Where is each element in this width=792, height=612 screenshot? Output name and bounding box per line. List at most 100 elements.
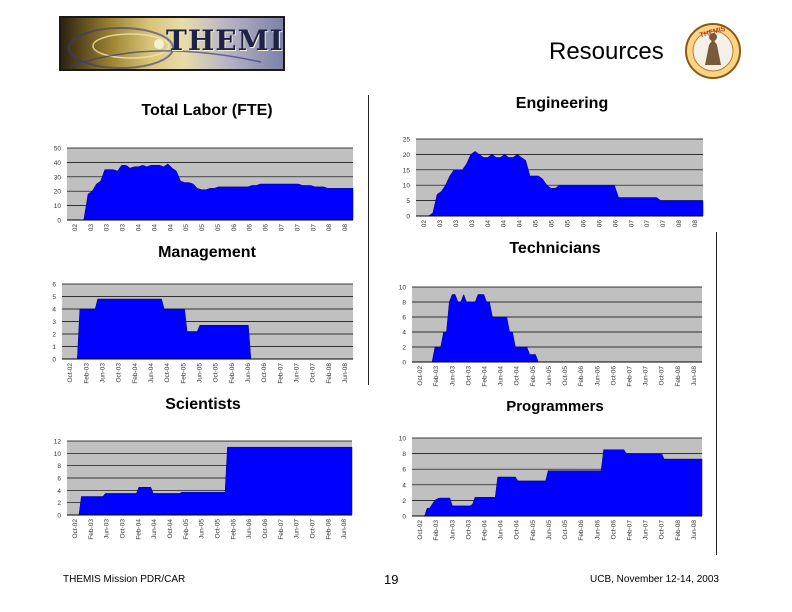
total-labor-x-tick-label: 04 [167,224,174,232]
scientists-y-tick-label: 2 [57,500,61,507]
scientists-x-tick-label: Feb-08 [325,519,332,540]
technicians-x-tick-label: Jun-03 [449,366,456,386]
management-x-tick-label: Oct-07 [310,363,317,383]
technicians-y-tick-label: 0 [402,360,406,367]
total-labor-x-tick-label: 05 [199,224,206,232]
management-x-tick-label: Jun-05 [196,363,203,383]
management-y-tick-label: 2 [52,332,56,339]
total-labor-y-tick-label: 40 [54,160,62,167]
engineering-x-tick-label: 03 [437,220,444,228]
engineering-y-tick-label: 0 [406,214,410,221]
engineering-title: Engineering [516,95,608,112]
total-labor-x-tick-label: 02 [72,224,79,232]
scientists-x-tick-label: Feb-05 [183,519,190,540]
technicians-x-tick-label: Feb-08 [675,366,682,387]
technicians-chart: Technicians 0 2 4 6 8 10 Oct-02 Feb-03 Jun-03 Oct-… [399,240,702,387]
programmers-x-tick-label: Feb-05 [530,520,537,541]
programmers-x-tick-label: Feb-04 [482,520,489,541]
engineering-x-tick-label: 03 [469,220,476,228]
scientists-x-tick-label: Jun-03 [104,519,111,539]
total-labor-x-tick-label: 08 [342,224,349,232]
scientists-x-tick-label: Feb-04 [135,519,142,540]
technicians-y-tick-label: 8 [402,300,406,307]
technicians-x-tick-label: Oct-04 [514,366,521,386]
scientists-x-tick-label: Feb-06 [230,519,237,540]
footer-mission: THEMIS Mission PDR/CAR [63,574,186,585]
scientists-x-tick-label: Jun-05 [199,519,206,539]
scientists-x-tick-label: Jun-04 [151,519,158,539]
programmers-x-tick-label: Feb-06 [578,520,585,541]
technicians-x-tick-label: Feb-06 [578,366,585,387]
management-x-tick-label: Jun-08 [342,363,349,383]
management-y-tick-label: 5 [52,294,56,301]
programmers-y-tick-label: 10 [399,436,407,443]
programmers-y-tick-label: 4 [402,482,406,489]
scientists-x-tick-label: Oct-07 [309,519,316,539]
technicians-x-tick-label: Oct-02 [417,366,424,386]
programmers-y-tick-label: 8 [402,451,406,458]
engineering-x-tick-label: 04 [485,220,492,228]
total-labor-x-tick-label: 07 [310,224,317,232]
total-labor-y-tick-label: 30 [54,174,62,181]
engineering-x-tick-label: 04 [517,220,524,228]
total-labor-y-tick-label: 50 [54,146,62,153]
engineering-x-tick-label: 02 [421,220,428,228]
programmers-chart: Programmers 0 2 4 6 8 10 Oct-02 Feb-03 Jun-03 Oct-… [399,398,703,541]
technicians-y-tick-label: 10 [399,285,407,292]
management-title: Management [158,244,256,261]
engineering-y-tick-label: 25 [403,137,411,144]
programmers-x-tick-label: Oct-04 [514,520,521,540]
management-x-tick-label: Oct-06 [261,363,268,383]
management-x-tick-label: Oct-05 [213,363,220,383]
total-labor-x-tick-label: 05 [215,224,222,232]
management-x-tick-label: Jun-07 [293,363,300,383]
total-labor-x-tick-label: 07 [279,224,286,232]
programmers-x-tick-label: Oct-05 [562,520,569,540]
technicians-x-tick-label: Jun-06 [594,366,601,386]
management-x-tick-label: Feb-06 [229,363,236,384]
management-y-tick-label: 4 [52,307,56,314]
scientists-title: Scientists [165,396,241,413]
scientists-y-tick-label: 12 [54,439,62,446]
technicians-x-tick-label: Oct-06 [610,366,617,386]
programmers-y-tick-label: 6 [402,467,406,474]
management-y-tick-label: 0 [52,357,56,364]
engineering-x-tick-label: 06 [612,220,619,228]
engineering-x-tick-label: 08 [676,220,683,228]
total-labor-x-tick-label: 03 [120,224,127,232]
technicians-x-tick-label: Feb-07 [627,366,634,387]
total-labor-x-tick-label: 06 [231,224,238,232]
programmers-title: Programmers [506,398,604,415]
engineering-x-tick-label: 06 [596,220,603,228]
engineering-y-tick-label: 20 [403,152,411,159]
slide-title: Resources [549,38,664,65]
programmers-x-tick-label: Jun-05 [546,520,553,540]
programmers-x-tick-label: Feb-07 [627,520,634,541]
total-labor-x-tick-label: 06 [263,224,270,232]
total-labor-x-tick-label: 06 [247,224,254,232]
total-labor-area-series [67,163,354,221]
programmers-x-tick-label: Feb-08 [675,520,682,541]
scientists-area-series [67,446,353,516]
logo-swoosh-graphic [68,27,262,69]
scientists-y-tick-label: 10 [54,451,62,458]
programmers-y-tick-label: 0 [402,514,406,521]
total-labor-x-tick-label: 08 [326,224,333,232]
management-x-tick-label: Feb-08 [326,363,333,384]
technicians-y-tick-label: 4 [402,330,406,337]
management-chart: Management 0 1 2 3 4 5 6 Oct-02 Feb-03 Jun-03 Oct-0… [52,244,353,384]
page-number: 19 [384,572,399,587]
engineering-x-tick-label: 05 [565,220,572,228]
total-labor-title: Total Labor (FTE) [141,102,272,119]
technicians-x-tick-label: Feb-03 [433,366,440,387]
scientists-x-tick-label: Jun-07 [294,519,301,539]
programmers-x-tick-label: Oct-06 [610,520,617,540]
engineering-x-tick-label: 06 [580,220,587,228]
engineering-y-tick-label: 5 [406,198,410,205]
engineering-x-tick-label: 05 [533,220,540,228]
technicians-x-tick-label: Oct-07 [659,366,666,386]
technicians-x-tick-label: Oct-03 [465,366,472,386]
management-x-tick-label: Jun-03 [99,363,106,383]
technicians-x-tick-label: Jun-05 [546,366,553,386]
scientists-x-tick-label: Oct-06 [262,519,269,539]
